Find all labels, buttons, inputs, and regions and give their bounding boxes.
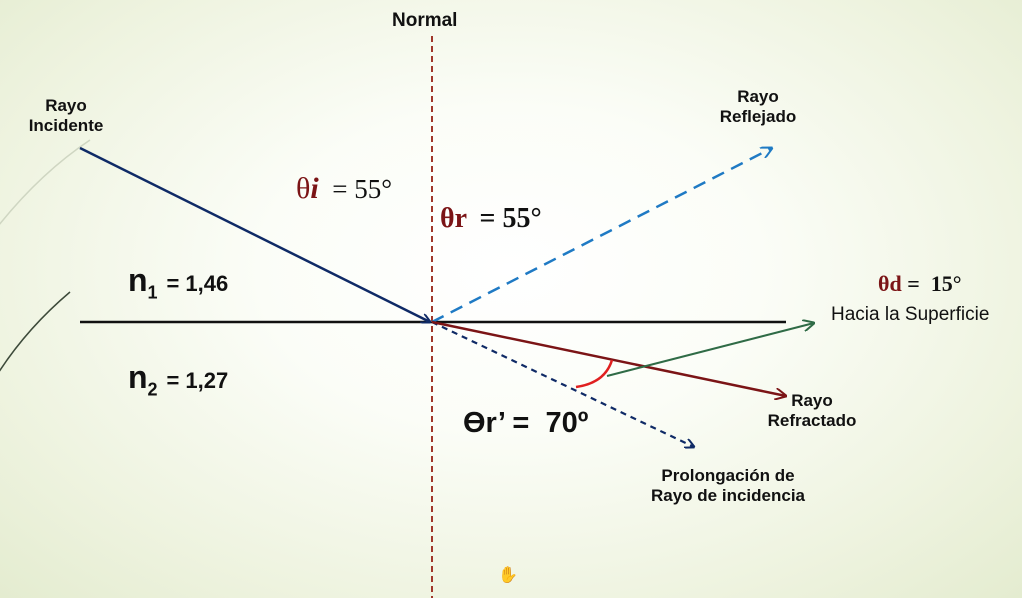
n1-subscript: 1 [147, 282, 158, 303]
incidence-angle-symbol: θ [296, 172, 311, 205]
reflected-ray-label-line-1: Rayo [737, 87, 779, 106]
deviation-angle-arc [575, 359, 614, 389]
incident-extension-label-line-1: Prolongación de [661, 466, 795, 485]
reflection-angle-label: θr = 55° [440, 203, 542, 235]
hand-cursor-icon: ✋ [498, 565, 518, 584]
incident-ray-label-line-1: Rayo [45, 96, 87, 115]
refracted-ray-label: Rayo Refractado [752, 391, 872, 430]
incident-ray-label-line-2: Incidente [28, 115, 104, 135]
reflected-ray-label-line-2: Reflejado [719, 106, 797, 126]
refraction-angle-label: ϴr’ = 70º [463, 407, 589, 439]
n1-symbol: n [128, 262, 148, 298]
incident-extension [431, 321, 694, 447]
reflected-ray [431, 148, 772, 324]
refracted-ray-label-line-2: Refractado [767, 410, 857, 430]
decorative-arc-upper [0, 139, 91, 225]
n2-value: = 1,27 [166, 368, 229, 393]
n1-label: n1 = 1,46 [128, 262, 228, 303]
n2-symbol: n [128, 359, 148, 395]
incident-ray-label: Rayo Incidente [20, 96, 112, 135]
reflection-angle-symbol: θr [440, 203, 467, 234]
normal-label: Normal [392, 10, 458, 31]
n1-value: = 1,46 [166, 271, 229, 296]
deviation-angle-value: = 15° [907, 271, 962, 296]
decorative-arc-lower [0, 291, 71, 372]
deviation-angle-symbol: θd [878, 271, 902, 296]
surface-direction-arrow [606, 323, 814, 377]
reflected-ray-label: Rayo Reflejado [708, 87, 808, 126]
reflection-angle-value: = 55° [479, 203, 542, 234]
incidence-angle-variable: i [310, 172, 319, 205]
n2-subscript: 2 [147, 379, 158, 400]
incidence-angle-label: θi = 55° [296, 172, 392, 207]
incident-extension-label-line-2: Rayo de incidencia [651, 485, 805, 505]
incident-ray [79, 146, 430, 322]
refracted-ray [431, 320, 786, 396]
surface-direction-label: Hacia la Superficie [831, 304, 990, 325]
incidence-angle-value: = 55° [332, 174, 392, 204]
deviation-angle-label: θd = 15° [878, 271, 962, 296]
refracted-ray-label-line-1: Rayo [791, 391, 833, 410]
incident-extension-label: Prolongación de Rayo de incidencia [628, 466, 828, 505]
n2-label: n2 = 1,27 [128, 359, 228, 400]
